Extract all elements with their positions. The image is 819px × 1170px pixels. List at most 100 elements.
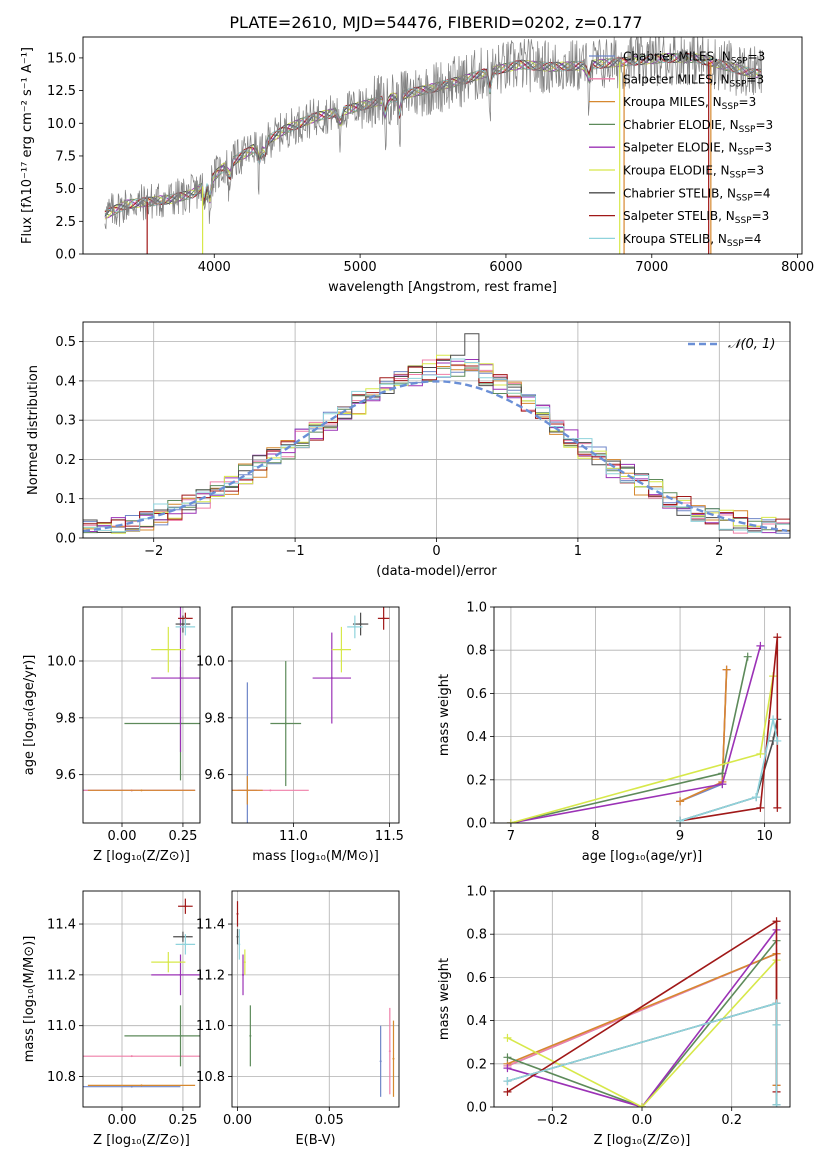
plus-marker — [638, 1103, 646, 1107]
mass-vs-ebv-panel: 0.00 0.05 10.8 11.0 11.2 11.4 E(B-V) — [196, 890, 400, 1148]
plus-marker — [743, 652, 752, 661]
legend-entry: Kroupa ELODIE, NSSP=3 — [623, 164, 764, 181]
x-tick-label: 10 — [756, 829, 773, 844]
x-tick-label: 0.0 — [632, 1113, 653, 1128]
x-tick-label: −2 — [144, 544, 163, 559]
data-point — [140, 789, 143, 792]
y-tick-label: 0.2 — [466, 1057, 487, 1072]
plus-marker — [506, 819, 515, 823]
series-line-kroupa_stelib — [679, 719, 779, 822]
y-tick-label: 9.8 — [204, 711, 225, 726]
y-tick-label: 10.0 — [196, 655, 225, 670]
y-tick-label: 12.5 — [47, 84, 76, 99]
y-tick-label: 0.8 — [466, 644, 487, 659]
data-point — [242, 973, 245, 976]
data-point — [379, 1060, 382, 1063]
legend-value: =4 — [744, 232, 762, 246]
axes-frame — [493, 606, 791, 824]
age-vs-metallicity-panel: 0.00 0.25 9.6 9.8 10.0 Z [log₁₀(Z/Z⊙)] age [lo… — [22, 606, 201, 864]
x-tick-label: 8 — [591, 829, 599, 844]
plot-area — [83, 607, 200, 792]
y-tick-label: 9.8 — [55, 711, 76, 726]
y-tick-label: 11.0 — [196, 1019, 225, 1034]
data-point — [181, 935, 184, 938]
legend-value: =3 — [755, 118, 773, 132]
x-tick-label: 9 — [676, 829, 684, 844]
axes-frame — [493, 890, 791, 1108]
y-tick-label: 0.0 — [55, 532, 76, 547]
plot-area — [83, 333, 790, 534]
legend-subscript: SSP — [727, 239, 744, 249]
residuals-panel: −2 −1 0 1 2 0.0 0.1 0.2 0.3 0.4 0.5 (data-model)/er… — [26, 321, 791, 579]
legend-entry: Kroupa MILES, NSSP=3 — [623, 95, 756, 112]
legend-entry: Chabrier STELIB, NSSP=4 — [623, 186, 771, 203]
data-point — [382, 617, 385, 620]
y-tick-label: 2.5 — [55, 215, 76, 230]
plus-marker — [756, 749, 765, 758]
plus-marker — [503, 1077, 512, 1086]
plus-marker — [676, 816, 685, 823]
data-point — [249, 1034, 252, 1037]
mass-weight-vs-metallicity-panel: −0.2 0.0 0.2 0.0 0.2 0.4 0.6 0.8 1.0 Z [log₁₀(Z/Z… — [437, 885, 791, 1148]
y-tick-label: 0.2 — [466, 773, 487, 788]
axes-frame — [82, 36, 803, 255]
y-axis-label: mass weight — [437, 958, 452, 1040]
y-tick-label: 15.0 — [47, 51, 76, 66]
data-point — [359, 623, 362, 626]
x-axis-label: (data-model)/error — [376, 564, 497, 579]
x-tick-label: 5000 — [344, 260, 377, 275]
y-tick-label: 9.6 — [204, 768, 225, 783]
x-axis-label: age [log₁₀(age/yr)] — [582, 849, 703, 864]
data-point — [184, 625, 187, 628]
axes-frame — [82, 890, 201, 1108]
legend-entry: Chabrier ELODIE, NSSP=3 — [623, 118, 773, 135]
data-point — [167, 648, 170, 651]
plus-marker — [772, 1100, 781, 1107]
x-tick-label: 7000 — [635, 260, 668, 275]
axes-frame — [231, 606, 400, 824]
data-point — [140, 1084, 143, 1087]
plus-marker — [503, 1087, 512, 1096]
data-point — [179, 677, 182, 680]
series-line-salpeter_elodie — [507, 929, 778, 1107]
plot-area — [503, 917, 781, 1107]
data-point — [340, 648, 343, 651]
legend-value: =3 — [739, 95, 757, 109]
normal-distribution-curve — [83, 380, 788, 533]
legend-subscript: SSP — [730, 79, 747, 89]
x-tick-label: 1 — [574, 544, 582, 559]
plot-area — [236, 901, 395, 1097]
x-tick-label: 0.00 — [108, 1113, 137, 1128]
plus-marker — [756, 803, 765, 812]
data-point — [130, 1085, 133, 1088]
legend-entry: Salpeter ELODIE, NSSP=3 — [623, 141, 772, 158]
plus-marker — [676, 797, 685, 806]
data-point — [181, 623, 184, 626]
x-axis-label: Z [log₁₀(Z/Z⊙)] — [594, 1133, 691, 1148]
y-axis-label: age [log₁₀(age/yr)] — [22, 655, 37, 776]
y-tick-label: 0.1 — [55, 492, 76, 507]
legend-subscript: SSP — [730, 171, 747, 181]
data-point — [284, 722, 287, 725]
y-axis-label: mass weight — [437, 674, 452, 756]
plus-marker — [772, 999, 781, 1008]
histogram-kroupa_stelib — [83, 358, 790, 533]
y-tick-label: 11.0 — [47, 1019, 76, 1034]
x-tick-label: 0.00 — [108, 829, 137, 844]
x-tick-label: 11.0 — [279, 829, 308, 844]
plus-marker — [722, 665, 731, 674]
y-tick-label: 10.0 — [47, 655, 76, 670]
y-tick-label: 0.0 — [466, 1101, 487, 1116]
data-point — [184, 905, 187, 908]
x-axis-label: mass [log₁₀(M/M⊙)] — [252, 849, 379, 864]
x-tick-label: 7 — [507, 829, 515, 844]
legend-entry: Chabrier MILES, NSSP=3 — [623, 50, 765, 67]
y-tick-label: 5.0 — [55, 182, 76, 197]
plus-marker — [769, 715, 778, 724]
legend-entry: 𝒩(0, 1) — [728, 337, 775, 352]
figure-title: PLATE=2610, MJD=54476, FIBERID=0202, z=0… — [229, 13, 642, 32]
y-axis-label: mass [log₁₀(M/M⊙)] — [22, 936, 37, 1063]
legend-value: =4 — [753, 186, 771, 200]
y-tick-label: 0.2 — [55, 453, 76, 468]
